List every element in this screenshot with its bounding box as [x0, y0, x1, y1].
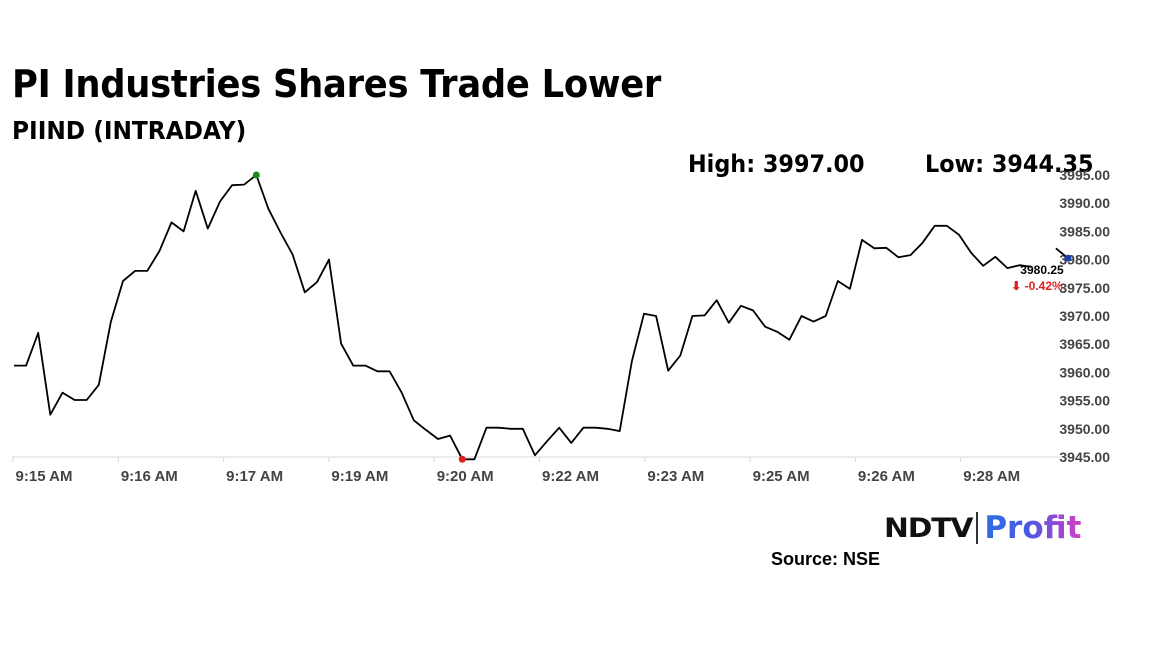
x-tick-label: 9:25 AM [753, 468, 810, 485]
y-tick-label: 3985.00 [1059, 223, 1110, 239]
y-tick-label: 3965.00 [1059, 336, 1110, 352]
x-tick-label: 9:15 AM [16, 468, 73, 485]
x-tick-label: 9:23 AM [647, 468, 704, 485]
chart-title: PI Industries Shares Trade Lower [12, 62, 662, 106]
y-tick-label: 3975.00 [1059, 280, 1110, 296]
ndtv-profit-logo: NDTV Profit [884, 508, 1081, 548]
brand-ndtv: NDTV [884, 512, 973, 544]
x-axis: 9:15 AM 9:16 AM 9:17 AM 9:19 AM 9:20 AM 9:22 … [12, 457, 1020, 485]
price-line [14, 174, 1069, 461]
brand-profit: Profit [984, 510, 1082, 546]
y-tick-label: 3945.00 [1059, 449, 1110, 465]
y-tick-label: 3970.00 [1059, 308, 1110, 324]
y-tick-label: 3980.00 [1059, 252, 1110, 268]
high-price-label: High: 3997.00 [688, 150, 865, 178]
brand-divider [976, 512, 979, 544]
x-tick-label: 9:20 AM [437, 468, 494, 485]
y-axis: 3945.00 3950.00 3955.00 3960.00 3965.00 3970.… [1059, 167, 1110, 465]
y-tick-label: 3995.00 [1059, 167, 1110, 183]
y-tick-label: 3990.00 [1059, 195, 1110, 211]
price-markers [252, 171, 1072, 463]
x-tick-label: 9:19 AM [331, 468, 388, 485]
y-tick-label: 3955.00 [1059, 393, 1110, 409]
high-marker [252, 171, 260, 179]
low-price-label: Low: 3944.35 [925, 150, 1094, 178]
chart-subtitle: PIIND (INTRADAY) [12, 116, 247, 145]
x-tick-label: 9:26 AM [858, 468, 915, 485]
y-tick-label: 3960.00 [1059, 364, 1110, 380]
x-tick-label: 9:16 AM [121, 468, 178, 485]
y-tick-label: 3950.00 [1059, 421, 1110, 437]
last-price-marker [1064, 254, 1072, 262]
price-series [14, 174, 1069, 461]
source-note: Source: NSE [771, 549, 881, 569]
x-tick-label: 9:28 AM [963, 468, 1020, 485]
x-tick-label: 9:17 AM [226, 468, 283, 485]
price-change-label: ⬇ -0.42% [1011, 279, 1063, 293]
low-marker [458, 455, 466, 463]
x-tick-label: 9:22 AM [542, 468, 599, 485]
last-price-label: 3980.25 [1020, 263, 1064, 277]
